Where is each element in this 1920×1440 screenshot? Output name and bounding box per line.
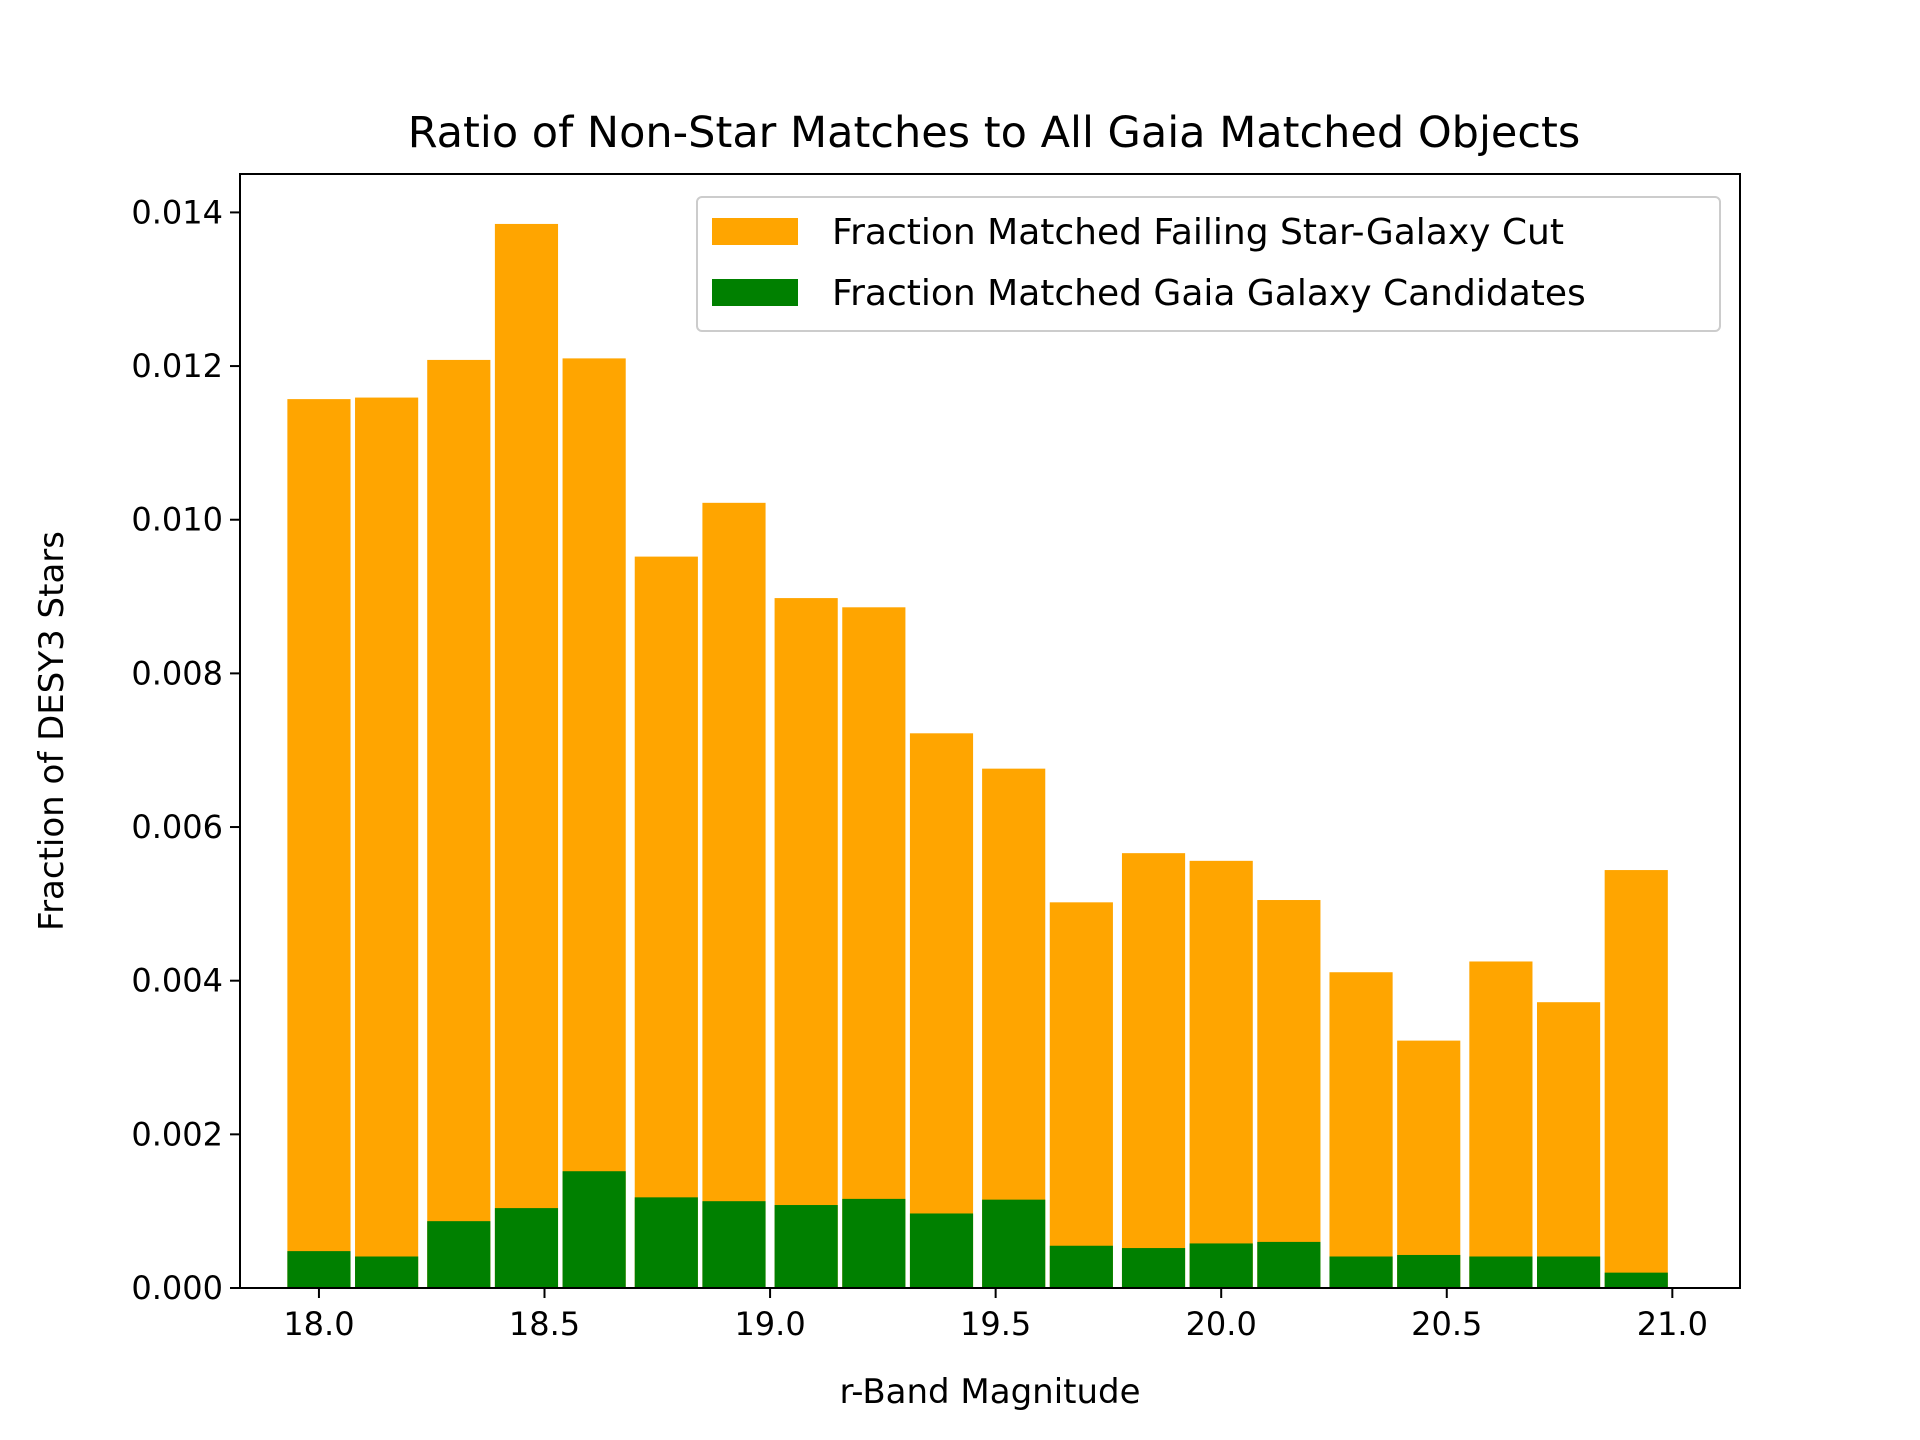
bar-series-2-bin-13 [1121, 1248, 1186, 1288]
bar-series-2-bin-1 [287, 1251, 351, 1288]
legend-box [696, 196, 1721, 332]
y-tick-label-6: 0.012 [131, 347, 223, 385]
bar-series-1-bin-15 [1257, 900, 1321, 1288]
bar-series-2-bin-12 [1049, 1245, 1113, 1288]
bar-series-2-bin-9 [842, 1198, 906, 1288]
bar-series-2-bin-18 [1469, 1256, 1533, 1288]
bar-series-2-bin-19 [1536, 1256, 1601, 1288]
series-orange-bars [287, 223, 1668, 1289]
bar-series-1-bin-12 [1049, 902, 1113, 1288]
bar-series-1-bin-1 [287, 399, 351, 1288]
y-tick-label-0: 0.000 [131, 1269, 223, 1307]
x-axis: 18.0 18.5 19.0 19.5 20.0 20.5 21.0 [283, 1288, 1708, 1343]
y-axis: 0.000 0.002 0.004 0.006 0.008 0.010 0.012 0.014 [131, 193, 240, 1307]
legend: Fraction Matched Failing Star-Galaxy Cut… [696, 196, 1721, 332]
bar-series-1-bin-9 [842, 607, 906, 1288]
plot-frame [239, 173, 1741, 1289]
bar-series-1-bin-14 [1189, 860, 1253, 1288]
legend-swatch-1 [712, 218, 798, 245]
bar-series-2-bin-3 [427, 1221, 491, 1288]
y-tick-label-3: 0.006 [131, 808, 223, 846]
bar-series-2-bin-16 [1329, 1256, 1393, 1288]
x-tick-label-5: 20.5 [1411, 1305, 1482, 1343]
bar-series-2-bin-20 [1604, 1272, 1668, 1288]
bar-series-1-bin-19 [1536, 1002, 1601, 1288]
bar-series-1-bin-17 [1397, 1040, 1461, 1288]
bar-series-2-bin-6 [634, 1197, 698, 1288]
chart-title: Ratio of Non-Star Matches to All Gaia Ma… [408, 108, 1581, 158]
bar-series-1-bin-20 [1604, 870, 1668, 1288]
bar-series-1-bin-13 [1121, 853, 1186, 1288]
bar-series-2-bin-5 [562, 1171, 626, 1288]
bar-series-2-bin-14 [1189, 1243, 1253, 1288]
legend-swatch-2 [712, 279, 798, 306]
series-green-bars [287, 1171, 1668, 1288]
bar-series-1-bin-4 [494, 223, 559, 1288]
x-tick-label-1: 18.5 [509, 1305, 580, 1343]
bar-series-2-bin-17 [1397, 1254, 1461, 1288]
bar-series-1-bin-18 [1469, 961, 1533, 1288]
bar-series-2-bin-8 [774, 1205, 838, 1288]
bar-series-2-bin-10 [909, 1213, 974, 1288]
y-axis-label: Fraction of DESY3 Stars [32, 531, 72, 931]
legend-label-1: Fraction Matched Failing Star-Galaxy Cut [832, 212, 1564, 253]
y-tick-label-5: 0.010 [131, 501, 223, 539]
bar-series-1-bin-2 [355, 397, 419, 1289]
bar-series-1-bin-10 [909, 733, 974, 1288]
y-tick-label-2: 0.004 [131, 962, 223, 1000]
x-tick-label-0: 18.0 [283, 1305, 354, 1343]
y-tick-label-4: 0.008 [131, 654, 223, 692]
bar-series-1-bin-6 [634, 556, 698, 1288]
x-tick-label-3: 19.5 [960, 1305, 1031, 1343]
bar-series-2-bin-7 [702, 1201, 766, 1288]
legend-label-2: Fraction Matched Gaia Galaxy Candidates [832, 273, 1586, 314]
x-axis-label: r-Band Magnitude [839, 1372, 1140, 1412]
y-tick-label-1: 0.002 [131, 1115, 223, 1153]
bar-series-1-bin-16 [1329, 972, 1393, 1288]
bar-series-2-bin-4 [494, 1208, 559, 1288]
y-tick-label-7: 0.014 [131, 193, 223, 231]
bar-series-1-bin-5 [562, 358, 626, 1288]
x-tick-label-6: 21.0 [1637, 1305, 1708, 1343]
bar-series-1-bin-7 [702, 502, 766, 1288]
bar-series-2-bin-15 [1257, 1241, 1321, 1288]
x-tick-label-4: 20.0 [1186, 1305, 1257, 1343]
bar-series-2-bin-2 [355, 1256, 419, 1288]
x-tick-label-2: 19.0 [734, 1305, 805, 1343]
bar-series-2-bin-11 [982, 1199, 1046, 1288]
bar-series-1-bin-3 [427, 359, 491, 1289]
bar-series-1-bin-8 [774, 598, 838, 1288]
